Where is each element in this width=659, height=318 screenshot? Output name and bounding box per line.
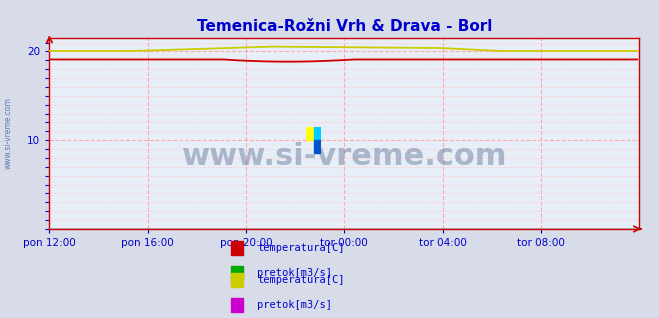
Text: temperatura[C]: temperatura[C]: [257, 275, 345, 285]
Bar: [306, 127, 314, 140]
Bar: [314, 140, 321, 153]
Bar: [314, 127, 321, 140]
Text: temperatura[C]: temperatura[C]: [257, 243, 345, 253]
Title: Temenica-Rožni Vrh & Drava - Borl: Temenica-Rožni Vrh & Drava - Borl: [196, 19, 492, 34]
Text: www.si-vreme.com: www.si-vreme.com: [182, 142, 507, 171]
Text: pretok[m3/s]: pretok[m3/s]: [257, 300, 332, 310]
Text: www.si-vreme.com: www.si-vreme.com: [3, 98, 13, 169]
Text: pretok[m3/s]: pretok[m3/s]: [257, 268, 332, 279]
